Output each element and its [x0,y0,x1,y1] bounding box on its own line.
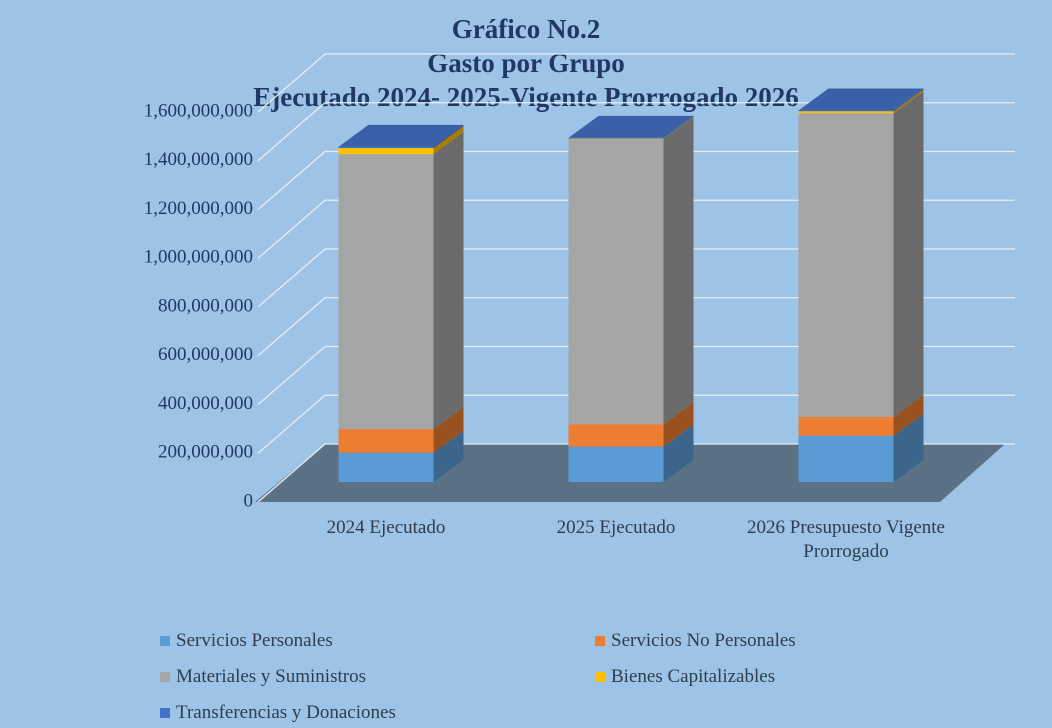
bar-side [663,424,694,482]
bar-side [663,117,694,425]
grid-line [257,102,1015,162]
legend-label: Servicios Personales [176,630,333,651]
bar [798,111,894,114]
bar [338,429,434,453]
chart-title: Ejecutado 2024- 2025-Vigente Prorrogado … [253,82,798,112]
grid-line [257,443,1015,503]
bar [798,435,894,482]
bar [338,452,434,482]
legend-label: Transferencias y Donaciones [176,702,396,723]
y-tick-label: 800,000,000 [158,295,253,316]
y-tick-label: 600,000,000 [158,344,253,365]
bar [568,424,664,447]
y-tick-label: 1,200,000,000 [144,198,253,219]
grid-line [257,345,1015,405]
bar-top [798,88,924,111]
bar-side [433,124,464,149]
legend-item: Materiales y Suministros [160,666,366,688]
bar-side [893,88,924,112]
bar-side [433,430,464,482]
bar-side [663,402,694,447]
legend-swatch [160,672,170,682]
grid-line [257,248,1015,308]
bar [798,113,894,417]
grid-line [257,150,1015,210]
y-tick-label: 400,000,000 [158,393,253,414]
legend-label: Servicios No Personales [611,630,796,651]
legend-swatch [595,636,605,646]
bar-side [433,132,464,430]
legend-swatch [595,672,605,682]
bar [338,154,434,430]
bar-side [663,116,694,140]
legend-item: Bienes Capitalizables [595,666,775,688]
bar-side [893,91,924,417]
legend-swatch [160,708,170,718]
grid-line [257,199,1015,259]
grid-line [257,297,1015,357]
y-tick-label: 1,600,000,000 [144,100,253,121]
bar-top [568,115,694,138]
legend-item: Transferencias y Donaciones [160,702,396,724]
legend-label: Materiales y Suministros [176,666,366,687]
bar-side [893,394,924,436]
bar-top [338,124,464,147]
y-tick-label: 1,400,000,000 [144,149,253,170]
y-tick-label: 200,000,000 [158,442,253,463]
chart-title: Gráfico No.2 [452,14,600,44]
y-tick-label: 0 [244,490,254,511]
y-tick-label: 1,000,000,000 [144,247,253,268]
bar [568,137,664,139]
legend-item: Servicios Personales [160,630,333,652]
bar [568,139,664,425]
bar [568,446,664,482]
bar [338,148,434,155]
legend-item: Servicios No Personales [595,630,796,652]
legend-swatch [160,636,170,646]
legend-label: Bienes Capitalizables [611,666,776,687]
x-tick-label: 2024 Ejecutado [326,517,446,538]
bar-side [893,413,924,482]
bar-side [893,89,924,114]
bar [798,110,894,112]
bar [338,146,434,149]
x-tick-label: 2025 Ejecutado [556,517,676,538]
bar [798,416,894,436]
grid-line [257,394,1015,454]
bar-side [433,126,464,155]
chart-title: Gasto por Grupo [427,48,625,78]
grid-line [257,53,1015,113]
x-tick-label: 2026 Presupuesto Vigente Prorrogado [747,517,945,562]
bar-side [663,115,694,139]
bar-side [433,407,464,453]
